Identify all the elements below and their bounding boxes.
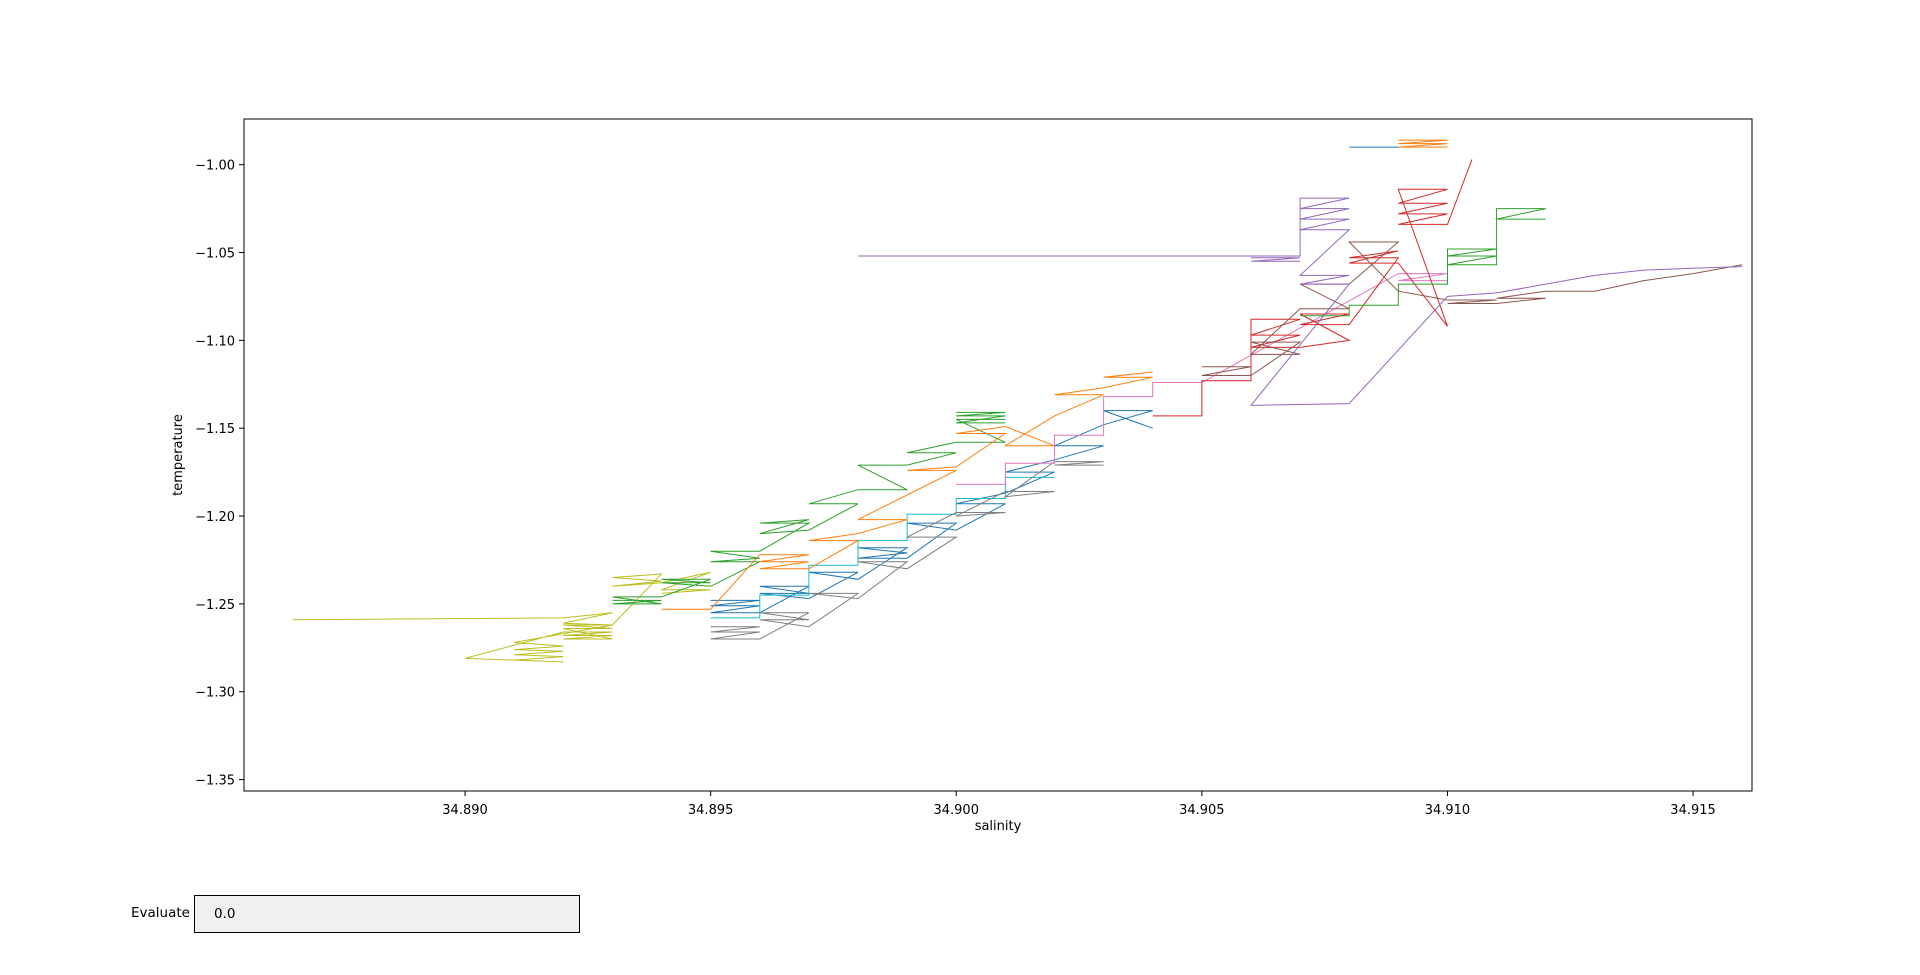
y-axis-label: temperature: [171, 414, 186, 496]
x-tick-label: 34.895: [688, 803, 734, 818]
plot-area: [244, 119, 1752, 791]
y-tick-label: −1.15: [195, 422, 235, 437]
evaluate-label: Evaluate: [131, 905, 190, 921]
series-line-5: [710, 476, 1055, 619]
y-tick-label: −1.10: [195, 334, 235, 349]
series-line-6: [710, 461, 1104, 640]
x-tick-label: 34.890: [442, 803, 488, 818]
series-line-7: [661, 371, 1153, 610]
series-line-8: [956, 273, 1448, 485]
plot-frame: [243, 118, 1753, 792]
series-line-14: [1398, 139, 1448, 148]
x-tick-label: 34.915: [1670, 803, 1716, 818]
y-tick-label: −1.25: [195, 598, 235, 613]
series-line-10: [1201, 241, 1743, 376]
series-line-11: [858, 197, 1743, 406]
series-line-2: [612, 418, 1006, 605]
evaluate-input[interactable]: [194, 895, 580, 933]
series-line-12: [1250, 257, 1301, 262]
y-tick-label: −1.00: [195, 159, 235, 174]
x-axis-label: salinity: [975, 819, 1022, 834]
series-line-4: [710, 410, 1153, 614]
x-tick-label: 34.905: [1179, 803, 1225, 818]
series-line-1: [293, 571, 711, 663]
x-tick-label: 34.900: [933, 803, 979, 818]
y-tick-label: −1.35: [195, 774, 235, 789]
y-tick-label: −1.20: [195, 510, 235, 525]
series-line-9: [1152, 159, 1473, 417]
series-line-15: [1300, 208, 1546, 317]
y-tick-label: −1.30: [195, 686, 235, 701]
series-line-3: [956, 411, 1006, 424]
y-tick-label: −1.05: [195, 247, 235, 262]
x-tick-label: 34.910: [1425, 803, 1471, 818]
